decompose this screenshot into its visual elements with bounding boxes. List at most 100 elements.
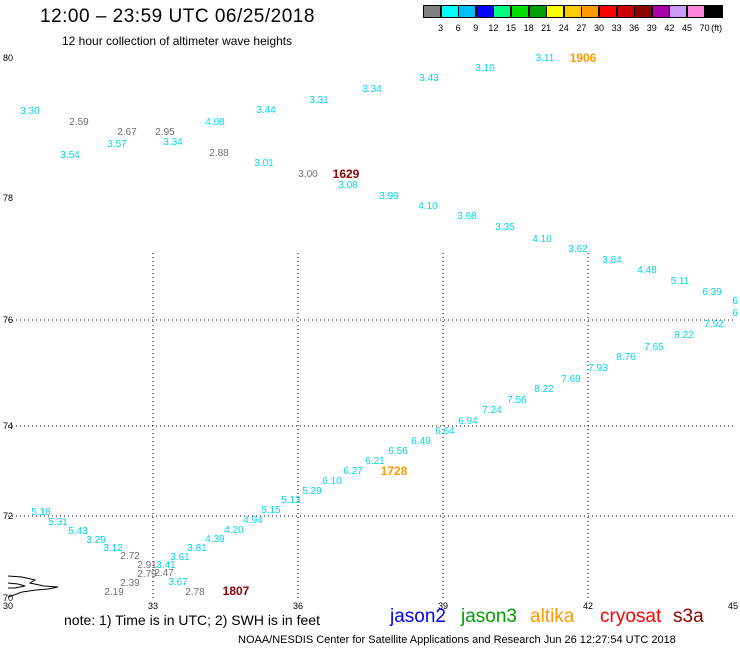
wave-height-label: 6: [732, 296, 738, 307]
wave-height-label: 8.22: [674, 330, 694, 341]
wave-height-label: 3.10: [475, 63, 495, 74]
wave-height-label: 7.65: [644, 342, 664, 353]
scale-label: 24: [558, 23, 569, 33]
wave-height-label: 3.30: [20, 106, 40, 117]
wave-height-label: 6.56: [388, 446, 408, 457]
wave-height-label: 3.00: [298, 169, 318, 180]
wave-height-label: 6: [732, 308, 738, 319]
satellite-legend-jason2: jason2: [390, 606, 446, 627]
wave-height-label: 6.10: [322, 476, 342, 487]
longitude-label: 45: [728, 601, 738, 611]
pass-time-label: 1728: [381, 464, 408, 478]
satellite-legend-jason3: jason3: [461, 606, 517, 627]
wave-height-label: 3.68: [457, 211, 477, 222]
wave-height-label: 3.54: [60, 150, 80, 161]
wave-height-label: 2.67: [117, 127, 137, 138]
credit-line: NOAA/NESDIS Center for Satellite Applica…: [238, 634, 676, 646]
latitude-label: 72: [3, 511, 13, 521]
scale-label: 30: [593, 23, 605, 33]
satellite-legend-s3a: s3a: [673, 606, 704, 627]
wave-height-label: 2.39: [120, 578, 140, 589]
wave-height-label: 3.67: [168, 577, 188, 588]
scale-label: 42: [664, 23, 675, 33]
scale-swatch: [616, 5, 635, 18]
wave-height-label: 3.57: [107, 139, 127, 150]
wave-height-label: 3.34: [163, 137, 183, 148]
scale-label: 9: [473, 23, 479, 33]
longitude-label: 33: [148, 601, 158, 611]
scale-swatch: [634, 5, 653, 18]
scale-label: 18: [523, 23, 534, 33]
wave-height-label: 7.92: [704, 319, 724, 330]
longitude-label: 39: [438, 601, 448, 611]
scale-swatch: [511, 5, 529, 18]
wave-height-label: 7.69: [561, 374, 581, 385]
wave-height-label: 5.31: [48, 517, 68, 528]
wave-height-label: 3.84: [602, 255, 622, 266]
scale-label: 21: [541, 23, 552, 33]
wave-height-label: 3.99: [379, 191, 399, 202]
wave-height-label: 2.79: [137, 569, 157, 580]
satellite-legend-cryosat: cryosat: [600, 606, 662, 627]
wave-height-label: 3.44: [256, 105, 276, 116]
scale-swatch: [493, 5, 512, 18]
wave-height-label: 3.35: [495, 222, 515, 233]
scale-swatch: [475, 5, 494, 18]
wave-height-label: 4.10: [532, 234, 552, 245]
wave-height-label: 7.24: [482, 405, 502, 416]
latitude-label: 78: [3, 193, 13, 203]
wave-height-label: 5.43: [68, 526, 88, 537]
wave-height-label: 3.31: [309, 95, 329, 106]
longitude-label: 30: [3, 601, 13, 611]
latitude-label: 80: [3, 53, 13, 63]
scale-swatch: [563, 5, 582, 18]
wave-height-label: 8.22: [534, 384, 554, 395]
coastline: [7, 582, 26, 589]
pass-time-label: 1807: [223, 584, 250, 598]
wave-height-label: 8.76: [616, 352, 636, 363]
wave-height-label: 5.29: [302, 486, 322, 497]
wave-height-label: 3.43: [419, 73, 439, 84]
wave-height-label: 5.18: [31, 507, 51, 518]
wave-height-label: 2.95: [155, 127, 175, 138]
scale-swatch: [687, 5, 705, 18]
scale-label: 12: [488, 23, 499, 33]
scale-label: 36: [629, 23, 640, 33]
longitude-label: 42: [583, 601, 593, 611]
wave-height-label: 4.08: [205, 117, 225, 128]
coastline: [7, 575, 59, 598]
scale-swatch: [528, 5, 547, 18]
satellite-legend-altika: altika: [530, 606, 575, 627]
scale-label: 3: [438, 23, 444, 33]
wave-height-label: 2.91: [137, 560, 157, 571]
wave-height-label: 6.27: [343, 466, 363, 477]
wave-height-label: 2.88: [209, 148, 229, 159]
wave-height-label: 3.01: [254, 158, 274, 169]
wave-height-label: 3.81: [187, 543, 207, 554]
wave-height-label: 3.34: [362, 84, 382, 95]
wave-height-label: 6.94: [458, 416, 478, 427]
latitude-label: 70: [3, 593, 13, 603]
wave-height-label: 6.39: [702, 287, 722, 298]
scale-label: 33: [611, 23, 622, 33]
scale-label: 15: [505, 23, 517, 33]
scale-swatch: [458, 5, 477, 18]
wave-height-label: 2.47: [154, 568, 174, 579]
scale-swatch: [423, 5, 441, 18]
longitude-label: 36: [293, 601, 303, 611]
scale-label: 6: [455, 23, 461, 33]
wave-height-label: 6.64: [435, 426, 455, 437]
scale-label: 27: [576, 23, 587, 33]
scale-swatch: [546, 5, 565, 18]
wave-height-label: 4.48: [637, 265, 657, 276]
scale-swatch: [704, 5, 723, 18]
wave-height-label: 3.41: [156, 560, 176, 571]
wave-height-label: 6.49: [411, 436, 431, 447]
scale-swatch: [440, 5, 459, 18]
footer-note: note: 1) Time is in UTC; 2) SWH is in fe…: [64, 612, 320, 628]
wave-height-label: 5.11: [671, 276, 690, 287]
wave-height-label: 2.59: [69, 117, 89, 128]
wave-height-label: 7.93: [588, 363, 608, 374]
wave-height-label: 2.19: [104, 587, 124, 598]
